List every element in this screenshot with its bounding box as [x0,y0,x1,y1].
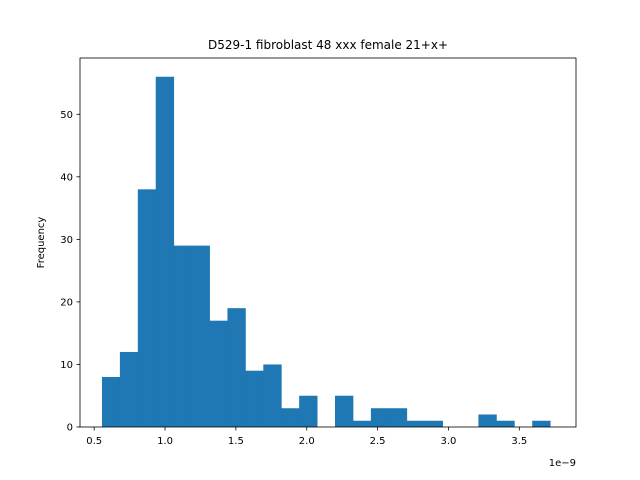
histogram-bar [191,245,210,427]
histogram-bars [101,76,551,427]
histogram-bar [335,395,354,427]
histogram-bar [245,370,264,427]
histogram-bar [155,76,175,427]
y-tick-label: 40 [60,172,73,183]
histogram-bar [496,420,515,427]
x-axis-offset-label: 1e−9 [549,458,576,469]
histogram-bar [370,408,390,427]
histogram-bar [388,408,408,427]
histogram-bar [173,245,192,427]
histogram-bar [281,408,300,427]
histogram-bar [299,395,318,427]
histogram-bar [101,376,121,427]
y-tick-label: 10 [60,360,73,371]
x-tick-label: 1.5 [228,436,244,447]
histogram-bar [478,414,497,427]
histogram-bar [119,351,139,427]
y-tick-label: 50 [60,110,73,121]
y-tick-label: 0 [67,423,73,434]
histogram-bar [137,189,157,427]
x-tick-label: 2.5 [370,436,386,447]
plot-frame [79,57,577,428]
x-tick-label: 1.0 [157,436,173,447]
histogram-bar [532,420,551,427]
x-tick-label: 2.0 [299,436,315,447]
y-axis: 0 10 20 30 40 50 [60,110,80,434]
histogram-bar [406,420,426,427]
histogram-bar [209,320,228,427]
x-tick-label: 3.0 [441,436,457,447]
histogram-bar [352,420,372,427]
histogram-bar [424,420,443,427]
x-tick-label: 3.5 [511,436,527,447]
x-axis: 0.5 1.0 1.5 2.0 2.5 3.0 3.5 [86,427,527,447]
y-tick-label: 30 [60,235,73,246]
histogram-bar [227,308,246,427]
y-axis-label: Frequency [36,217,47,269]
histogram-bar [263,364,282,427]
x-tick-label: 0.5 [86,436,102,447]
y-tick-label: 20 [60,297,73,308]
chart-title: D529-1 fibroblast 48 xxx female 21+x+ [208,38,448,52]
